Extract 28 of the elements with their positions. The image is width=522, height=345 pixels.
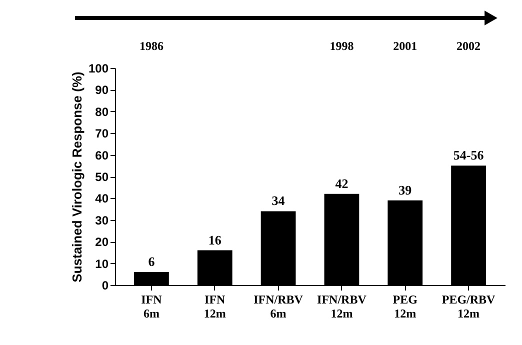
y-tick-label: 30 — [95, 213, 109, 228]
y-tick-label: 80 — [95, 104, 109, 119]
data-label: 16 — [208, 232, 222, 248]
y-tick-label: 90 — [95, 83, 109, 98]
y-tick-label: 10 — [95, 256, 109, 271]
y-tick-label: 60 — [95, 148, 109, 162]
x-tick-label: IFN 6m — [141, 292, 162, 320]
x-tick-label: IFN/RBV 12m — [317, 292, 367, 320]
x-tick-label: PEG/RBV 12m — [442, 292, 496, 320]
text: 1998 — [330, 39, 354, 53]
x-tick-label: IFN 12m — [204, 292, 226, 320]
text: 1986 — [139, 39, 164, 53]
data-label: 42 — [335, 176, 348, 191]
x-tick-label: PEG 12m — [392, 292, 418, 320]
y-tick-label: 40 — [95, 192, 109, 206]
data-label: 39 — [398, 182, 412, 198]
y-axis-title: Sustained Virologic Response (%) — [69, 72, 84, 282]
y-tick-label: 70 — [95, 126, 109, 141]
y-tick-label: 50 — [95, 170, 109, 184]
text: 2002 — [456, 39, 481, 53]
y-tick-label: 100 — [88, 62, 109, 76]
text: 2001 — [393, 39, 418, 53]
data-label: 6 — [148, 254, 156, 269]
data-label: 34 — [272, 193, 286, 208]
y-tick-label: 0 — [102, 278, 109, 292]
data-label: 54-56 — [453, 148, 484, 163]
x-tick-label: IFN/RBV 6m — [254, 292, 304, 320]
y-tick-label: 20 — [95, 235, 109, 250]
